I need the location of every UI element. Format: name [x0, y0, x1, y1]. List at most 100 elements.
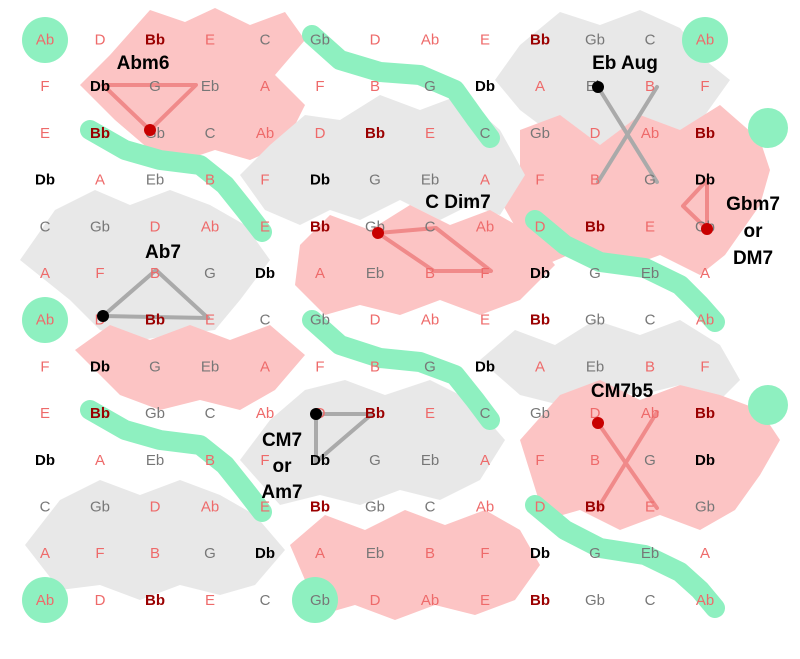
note-bb: Bb [145, 592, 165, 609]
note-bb: Bb [530, 312, 550, 329]
note-g: G [644, 452, 656, 469]
chord-label-ab7: Ab7 [145, 242, 181, 263]
pink-region [75, 325, 305, 410]
note-d: D [370, 592, 381, 609]
note-d: D [150, 499, 161, 516]
note-ab: Ab [421, 312, 439, 329]
gray-region [240, 380, 505, 505]
note-eb: Eb [366, 265, 384, 282]
note-ab: Ab [201, 218, 219, 235]
chord-label-abm6: Abm6 [117, 53, 170, 74]
pink-region [290, 510, 540, 620]
note-f: F [40, 358, 49, 375]
note-bb: Bb [695, 125, 715, 142]
note-db: Db [475, 78, 495, 95]
green-band [80, 120, 272, 242]
green-band [525, 210, 725, 332]
note-e: E [205, 32, 215, 49]
note-bb: Bb [585, 218, 605, 235]
note-gb: Gb [585, 312, 605, 329]
note-b: B [425, 545, 435, 562]
note-e: E [205, 592, 215, 609]
note-d: D [590, 125, 601, 142]
note-d: D [535, 218, 546, 235]
note-gb: Gb [530, 125, 550, 142]
note-bb: Bb [310, 499, 330, 516]
green-band [80, 400, 272, 522]
cm7b5-line [596, 410, 659, 510]
note-g: G [369, 452, 381, 469]
green-band [302, 25, 500, 148]
note-ab: Ab [36, 32, 54, 49]
note-g: G [204, 545, 216, 562]
note-ab: Ab [36, 592, 54, 609]
note-gb: Gb [365, 499, 385, 516]
note-c: C [260, 32, 271, 49]
note-eb: Eb [641, 265, 659, 282]
note-e: E [40, 405, 50, 422]
note-b: B [425, 265, 435, 282]
note-f: F [480, 545, 489, 562]
chord-label-c-dim7: C Dim7 [425, 192, 490, 213]
abm6-root-dot [144, 124, 156, 136]
note-db: Db [90, 78, 110, 95]
note-db: Db [35, 172, 55, 189]
note-db: Db [475, 358, 495, 375]
pink-region [520, 380, 780, 530]
root-dots [97, 81, 713, 429]
green-band [302, 310, 500, 430]
chord-label-cm7b5: CM7b5 [591, 381, 654, 402]
chord-label-cm7: CM7 [262, 430, 302, 451]
note-f: F [260, 452, 269, 469]
note-db: Db [530, 265, 550, 282]
note-eb: Eb [421, 172, 439, 189]
note-e: E [425, 125, 435, 142]
green-circle [22, 17, 68, 63]
green-band [525, 495, 725, 618]
note-c: C [425, 218, 436, 235]
note-db: Db [695, 452, 715, 469]
note-bb: Bb [585, 499, 605, 516]
note-b: B [370, 78, 380, 95]
chord-label-am7: Am7 [261, 482, 302, 503]
note-g: G [369, 172, 381, 189]
note-ab: Ab [696, 312, 714, 329]
green-circles [22, 17, 788, 623]
note-ab: Ab [36, 312, 54, 329]
note-eb: Eb [201, 358, 219, 375]
note-c: C [205, 125, 216, 142]
note-a: A [95, 172, 105, 189]
note-d: D [370, 32, 381, 49]
note-a: A [535, 358, 545, 375]
note-a: A [95, 452, 105, 469]
note-c: C [40, 218, 51, 235]
note-eb: Eb [366, 545, 384, 562]
green-circle [22, 577, 68, 623]
note-d: D [590, 405, 601, 422]
note-f: F [95, 265, 104, 282]
note-e: E [645, 218, 655, 235]
note-eb: Eb [586, 358, 604, 375]
note-b: B [645, 78, 655, 95]
note-f: F [95, 545, 104, 562]
note-db: Db [695, 172, 715, 189]
note-a: A [315, 545, 325, 562]
note-eb: Eb [201, 78, 219, 95]
note-a: A [700, 545, 710, 562]
note-f: F [535, 452, 544, 469]
note-e: E [645, 499, 655, 516]
c-dim7-shape [376, 226, 493, 273]
note-g: G [149, 358, 161, 375]
note-b: B [150, 545, 160, 562]
note-d: D [370, 312, 381, 329]
note-b: B [205, 172, 215, 189]
note-gb: Gb [695, 499, 715, 516]
note-ab: Ab [256, 405, 274, 422]
note-ab: Ab [201, 499, 219, 516]
green-circle [292, 577, 338, 623]
note-f: F [40, 78, 49, 95]
gray-region [480, 320, 740, 405]
note-grid: Ab D Bb E C Gb D Ab E Bb Gb C Ab F Db G Eb A F B G Db A Eb B F E Bb… [35, 32, 715, 609]
note-f: F [535, 172, 544, 189]
green-circle [22, 297, 68, 343]
